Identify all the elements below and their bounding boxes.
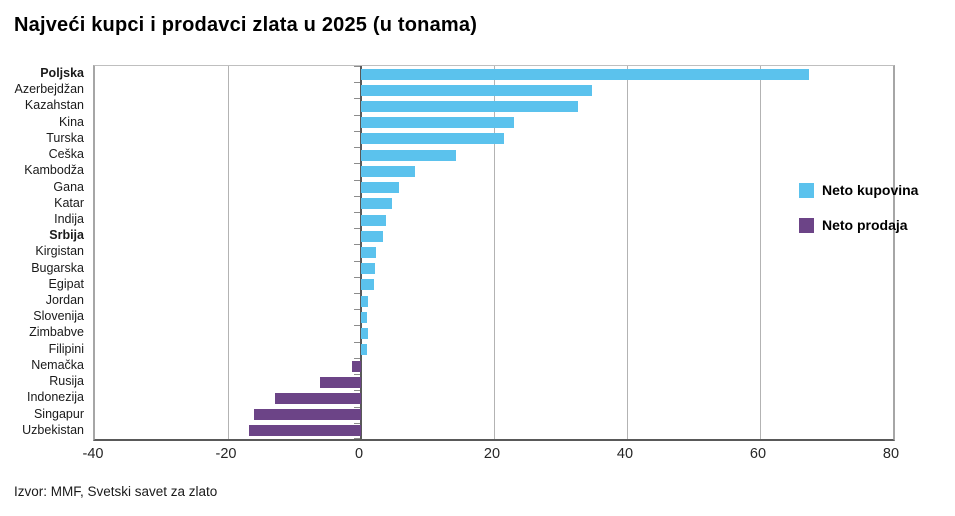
bar	[361, 182, 399, 194]
y-axis-label: Rusija	[49, 374, 84, 389]
y-axis-label: Gana	[53, 179, 84, 194]
y-axis-label: Kambodža	[24, 163, 84, 178]
bar	[351, 360, 361, 372]
bar	[361, 328, 368, 340]
y-axis-label: Uzbekistan	[22, 422, 84, 437]
bar	[319, 376, 361, 388]
category-tick	[354, 115, 360, 116]
y-axis-label: Ceška	[48, 147, 84, 162]
legend: Neto kupovina Neto prodaja	[799, 182, 918, 252]
category-tick	[354, 423, 360, 424]
category-tick	[354, 66, 360, 67]
gridline	[759, 66, 761, 439]
x-axis-tick-label: 60	[749, 446, 767, 462]
category-tick	[354, 325, 360, 326]
x-axis-tick-label: 20	[483, 446, 501, 462]
y-axis-label: Turska	[46, 130, 84, 145]
x-axis-tick-label: 40	[616, 446, 634, 462]
bar	[361, 344, 367, 356]
bar	[361, 101, 578, 113]
y-axis-label: Zimbabve	[29, 325, 84, 340]
y-axis-label: Indonezija	[27, 390, 84, 405]
bar	[275, 392, 361, 404]
category-tick	[354, 228, 360, 229]
y-axis-label: Kina	[58, 114, 84, 129]
category-tick	[354, 342, 360, 343]
bar	[361, 84, 592, 96]
x-axis-tick-label: -40	[82, 446, 104, 462]
y-axis-label: Poljska	[40, 66, 84, 80]
category-tick	[354, 212, 360, 213]
sell-color-swatch-icon	[799, 217, 814, 233]
y-axis-label: Kirgistan	[35, 244, 84, 259]
category-tick	[354, 147, 360, 148]
y-axis-label: Filipini	[48, 341, 84, 356]
category-tick	[354, 309, 360, 310]
bar	[361, 295, 368, 307]
bar	[249, 425, 361, 437]
y-axis-label: Indija	[54, 211, 84, 226]
y-axis-label: Azerbejdžan	[14, 82, 85, 97]
category-tick	[354, 293, 360, 294]
legend-item-buy: Neto kupovina	[799, 182, 918, 198]
y-axis-labels: Poljska Azerbejdžan Kazahstan Kina Turska Ceš…	[0, 65, 85, 438]
bar	[361, 149, 457, 161]
category-tick	[354, 407, 360, 408]
category-tick	[354, 390, 360, 391]
bar	[361, 133, 504, 145]
category-tick	[354, 244, 360, 245]
bar	[361, 247, 377, 258]
category-tick	[354, 277, 360, 278]
y-axis-label: Egipat	[48, 276, 84, 291]
x-axis-tick-label: 80	[882, 446, 900, 462]
y-axis-label: Jordan	[45, 293, 84, 308]
y-axis-label: Slovenija	[33, 309, 84, 324]
bar	[253, 409, 361, 421]
category-tick	[354, 82, 360, 83]
category-tick	[354, 374, 360, 375]
bar	[361, 198, 392, 210]
x-axis-labels: -40 -20 0 20 40 60 80	[83, 446, 900, 466]
category-tick	[354, 180, 360, 181]
legend-label-buy: Neto kupovina	[822, 182, 919, 198]
y-axis-label: Kazahstan	[24, 98, 84, 113]
category-tick	[354, 98, 360, 99]
category-tick	[354, 163, 360, 164]
plot-area: Neto kupovina Neto prodaja	[93, 65, 918, 441]
bar	[361, 279, 374, 291]
gridline	[493, 66, 495, 439]
legend-item-sell: Neto prodaja	[799, 217, 918, 233]
bar	[361, 311, 367, 323]
y-axis-label: Srbija	[49, 228, 84, 243]
bar	[361, 214, 387, 226]
bar	[361, 117, 514, 129]
buy-color-swatch-icon	[799, 182, 814, 198]
y-axis-label: Katar	[54, 195, 84, 210]
category-tick	[354, 261, 360, 262]
y-axis-label: Bugarska	[31, 260, 84, 275]
category-tick	[354, 358, 360, 359]
category-tick	[354, 438, 360, 439]
x-axis-tick-label: 0	[354, 446, 364, 462]
y-axis-label: Nemačka	[31, 357, 84, 372]
source-note: Izvor: MMF, Svetski savet za zlato	[14, 484, 218, 499]
bar	[361, 263, 375, 275]
legend-label-sell: Neto prodaja	[822, 217, 908, 233]
category-tick	[354, 131, 360, 132]
gridline	[227, 66, 229, 439]
gridline	[626, 66, 628, 439]
bar	[361, 165, 415, 177]
bar	[361, 68, 809, 80]
x-axis-tick-label: -20	[215, 446, 237, 462]
bar	[361, 230, 383, 242]
category-tick	[354, 196, 360, 197]
chart-title: Najveći kupci i prodavci zlata u 2025 (u…	[14, 14, 478, 36]
y-axis-label: Singapur	[33, 406, 84, 421]
